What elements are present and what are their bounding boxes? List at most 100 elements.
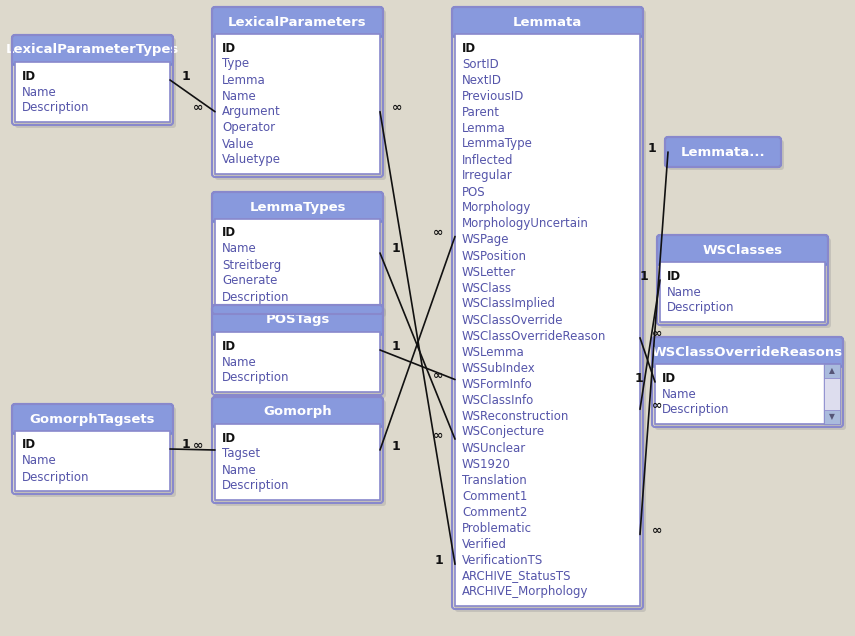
Text: WSReconstruction: WSReconstruction [462,410,569,422]
FancyBboxPatch shape [452,7,643,37]
Text: Type: Type [222,57,249,71]
Text: WSSubIndex: WSSubIndex [462,361,536,375]
Text: Description: Description [222,291,290,303]
Text: MorphologyUncertain: MorphologyUncertain [462,218,589,230]
FancyBboxPatch shape [824,364,840,378]
FancyBboxPatch shape [212,305,383,335]
Text: WSLetter: WSLetter [462,265,516,279]
Text: WSClassOverride: WSClassOverride [462,314,563,326]
Text: WSClassOverrideReasons: WSClassOverrideReasons [652,345,843,359]
Text: LemmaType: LemmaType [462,137,533,151]
Text: Description: Description [662,403,729,417]
Text: ∞: ∞ [652,399,663,412]
FancyBboxPatch shape [824,378,840,410]
Text: ∞: ∞ [433,429,443,441]
FancyBboxPatch shape [212,397,383,427]
Text: WSClasses: WSClasses [703,244,782,256]
Text: Value: Value [222,137,255,151]
Text: Verified: Verified [462,537,507,551]
Text: ID: ID [222,226,236,240]
Text: ▲: ▲ [829,366,835,375]
FancyBboxPatch shape [652,337,843,367]
Text: LemmaTypes: LemmaTypes [250,200,345,214]
Text: ARCHIVE_StatusTS: ARCHIVE_StatusTS [462,569,571,583]
Text: ∞: ∞ [392,101,403,114]
Text: Comment2: Comment2 [462,506,528,518]
Text: 1: 1 [392,242,401,256]
FancyBboxPatch shape [212,7,383,37]
Text: Tagset: Tagset [222,448,260,460]
FancyBboxPatch shape [15,407,176,497]
Text: Name: Name [222,464,256,476]
Text: SortID: SortID [462,57,498,71]
Text: ∞: ∞ [433,226,443,239]
Text: Name: Name [222,90,256,102]
Text: ID: ID [662,371,676,385]
Text: Problematic: Problematic [462,522,532,534]
Text: WSClassOverrideReason: WSClassOverrideReason [462,329,606,343]
Text: ∞: ∞ [433,369,443,382]
FancyBboxPatch shape [657,235,828,265]
Text: ▼: ▼ [829,413,835,422]
Text: Description: Description [22,471,90,483]
Text: Gomorph: Gomorph [263,406,332,418]
FancyBboxPatch shape [215,219,380,311]
FancyBboxPatch shape [215,400,386,506]
Text: Lemmata: Lemmata [513,15,582,29]
Text: Name: Name [222,242,256,256]
Text: 1: 1 [647,141,656,155]
Text: PreviousID: PreviousID [462,90,524,102]
Text: Streitberg: Streitberg [222,258,281,272]
Text: WSClassImplied: WSClassImplied [462,298,556,310]
Text: WSUnclear: WSUnclear [462,441,526,455]
Text: Description: Description [222,371,290,385]
Text: ID: ID [222,340,236,352]
Text: Description: Description [667,301,734,314]
Text: Name: Name [22,455,56,467]
Text: WSLemma: WSLemma [462,345,525,359]
FancyBboxPatch shape [660,238,831,328]
Text: WSClassInfo: WSClassInfo [462,394,534,406]
Text: WSPage: WSPage [462,233,510,247]
Text: WS1920: WS1920 [462,457,511,471]
Text: ARCHIVE_Morphology: ARCHIVE_Morphology [462,586,588,598]
Text: Inflected: Inflected [462,153,514,167]
Text: Description: Description [22,102,90,114]
Text: GomorphTagsets: GomorphTagsets [30,413,156,425]
Text: WSConjecture: WSConjecture [462,425,545,438]
Text: WSFormInfo: WSFormInfo [462,378,533,391]
Text: ∞: ∞ [652,524,663,537]
Text: Valuetype: Valuetype [222,153,281,167]
Text: Argument: Argument [222,106,280,118]
FancyBboxPatch shape [660,262,825,322]
Text: Description: Description [222,480,290,492]
FancyBboxPatch shape [655,340,846,430]
Text: 1: 1 [640,270,648,282]
Text: ID: ID [222,431,236,445]
Text: ID: ID [222,41,236,55]
FancyBboxPatch shape [215,10,386,180]
Text: ∞: ∞ [192,101,203,114]
FancyBboxPatch shape [665,137,781,167]
Text: 1: 1 [434,554,443,567]
FancyBboxPatch shape [655,364,840,424]
Text: Lemmata...: Lemmata... [681,146,765,158]
Text: VerificationTS: VerificationTS [462,553,543,567]
Text: ID: ID [22,438,36,452]
Text: WSClass: WSClass [462,282,512,294]
Text: ∞: ∞ [652,328,663,340]
FancyBboxPatch shape [455,34,640,606]
Text: NextID: NextID [462,74,502,86]
FancyBboxPatch shape [212,192,383,222]
Text: 1: 1 [634,371,643,385]
FancyBboxPatch shape [668,140,784,170]
Text: 1: 1 [182,69,191,83]
FancyBboxPatch shape [215,424,380,500]
Text: Translation: Translation [462,473,527,487]
Text: Lemma: Lemma [222,74,266,86]
Text: 1: 1 [182,438,191,452]
Text: Name: Name [667,286,702,298]
FancyBboxPatch shape [12,35,173,65]
Text: 1: 1 [392,340,401,352]
Text: POSTags: POSTags [265,314,330,326]
